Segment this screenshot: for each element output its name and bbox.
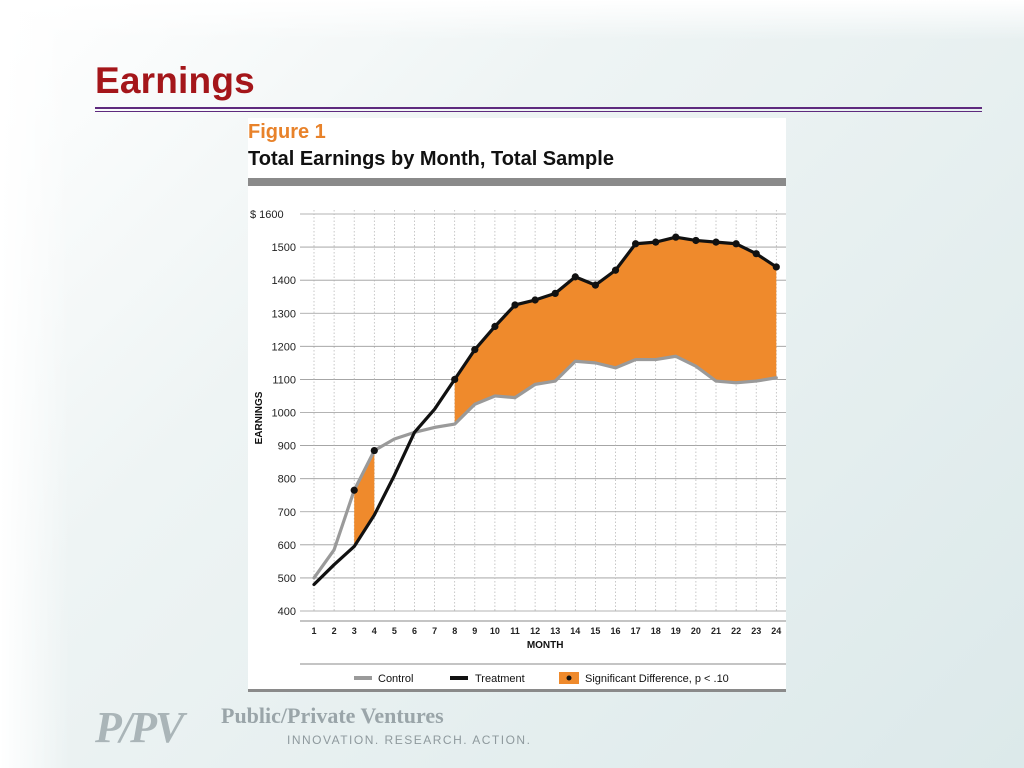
ppv-logo: P/PV bbox=[95, 703, 184, 752]
significance-marker bbox=[591, 281, 599, 289]
slide-highlight-left bbox=[0, 0, 70, 768]
significance-marker bbox=[712, 238, 720, 246]
significance-marker bbox=[451, 375, 459, 384]
x-tick-label: 14 bbox=[570, 626, 580, 636]
y-tick-label: 1300 bbox=[272, 308, 296, 320]
x-tick-label: 20 bbox=[691, 626, 701, 636]
y-tick-label: 900 bbox=[278, 441, 296, 453]
x-tick-label: 15 bbox=[590, 626, 600, 636]
significance-marker bbox=[350, 486, 358, 494]
y-tick-label: 1400 bbox=[272, 275, 296, 287]
x-tick-label: 13 bbox=[550, 626, 560, 636]
legend-marker-significant bbox=[566, 675, 572, 681]
significant-difference-area bbox=[454, 237, 777, 425]
x-tick-label: 7 bbox=[432, 626, 437, 636]
x-tick-label: 19 bbox=[671, 626, 681, 636]
figure-label: Figure 1 bbox=[248, 121, 326, 143]
x-tick-label: 18 bbox=[651, 626, 661, 636]
y-tick-label: 1100 bbox=[272, 374, 296, 386]
x-tick-label: 12 bbox=[530, 626, 540, 636]
y-tick-label: 1200 bbox=[272, 341, 296, 353]
y-axis-label: EARNINGS bbox=[254, 391, 265, 444]
y-tick-label: 700 bbox=[278, 507, 296, 519]
significance-marker bbox=[732, 240, 740, 248]
significance-marker bbox=[511, 301, 519, 309]
figure-panel: Figure 1 Total Earnings by Month, Total … bbox=[248, 118, 786, 692]
y-tick-label: 500 bbox=[278, 573, 296, 585]
x-tick-label: 4 bbox=[372, 626, 377, 636]
x-tick-label: 3 bbox=[352, 626, 357, 636]
y-tick-label: $ 1600 bbox=[250, 209, 284, 221]
x-tick-label: 8 bbox=[452, 626, 457, 636]
significance-marker bbox=[471, 346, 479, 354]
x-tick-label: 2 bbox=[332, 626, 337, 636]
x-tick-label: 6 bbox=[412, 626, 417, 636]
x-tick-label: 9 bbox=[472, 626, 477, 636]
significance-marker bbox=[632, 240, 640, 248]
significance-marker bbox=[692, 236, 700, 245]
legend-label-treatment: Treatment bbox=[475, 673, 525, 685]
significance-marker bbox=[752, 250, 760, 258]
title-divider bbox=[95, 107, 982, 112]
legend-label-control: Control bbox=[378, 673, 413, 685]
x-tick-label: 17 bbox=[631, 626, 641, 636]
significance-marker bbox=[491, 322, 499, 331]
figure-title: Total Earnings by Month, Total Sample bbox=[248, 148, 614, 170]
significance-marker bbox=[672, 233, 680, 241]
significance-marker bbox=[652, 238, 660, 246]
x-tick-label: 16 bbox=[610, 626, 620, 636]
y-tick-label: 1000 bbox=[272, 408, 296, 420]
y-tick-label: 1500 bbox=[272, 242, 296, 254]
significance-marker bbox=[611, 266, 620, 274]
x-tick-label: 23 bbox=[751, 626, 761, 636]
x-tick-label: 21 bbox=[711, 626, 721, 636]
x-tick-label: 24 bbox=[771, 626, 781, 636]
slide-highlight-top bbox=[0, 0, 1024, 40]
figure-bottom-rule bbox=[248, 689, 786, 692]
significance-marker bbox=[571, 273, 579, 281]
x-tick-label: 1 bbox=[311, 626, 316, 636]
significance-marker bbox=[772, 263, 780, 271]
x-tick-label: 10 bbox=[490, 626, 500, 636]
x-tick-label: 11 bbox=[510, 626, 520, 636]
figure-header-bar bbox=[248, 178, 786, 186]
significance-marker bbox=[551, 289, 559, 297]
x-axis-label: MONTH bbox=[527, 640, 564, 651]
y-tick-label: 800 bbox=[278, 474, 296, 486]
x-tick-label: 5 bbox=[392, 626, 397, 636]
control-series-line bbox=[312, 354, 778, 580]
y-tick-label: 400 bbox=[278, 606, 296, 618]
x-tick-label: 22 bbox=[731, 626, 741, 636]
organization-name: Public/Private Ventures bbox=[221, 703, 444, 728]
significance-marker bbox=[370, 446, 378, 455]
legend-label-significant: Significant Difference, p < .10 bbox=[585, 673, 729, 685]
earnings-chart: Figure 1 Total Earnings by Month, Total … bbox=[248, 121, 786, 692]
y-tick-label: 600 bbox=[278, 540, 296, 552]
significance-marker bbox=[531, 296, 539, 304]
slide-title: Earnings bbox=[95, 60, 255, 101]
organization-tagline: INNOVATION. RESEARCH. ACTION. bbox=[287, 733, 532, 747]
